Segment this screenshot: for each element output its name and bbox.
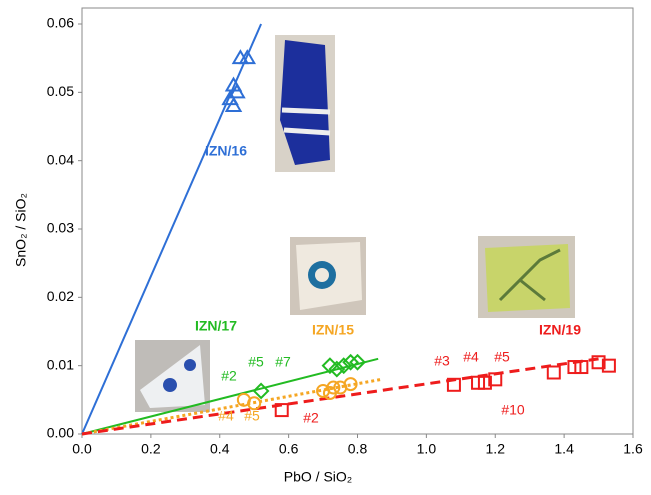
x-tick-label: 0.6 bbox=[279, 441, 299, 457]
x-tick-label: 1.2 bbox=[486, 441, 506, 457]
point bbox=[446, 377, 461, 392]
point bbox=[546, 365, 561, 380]
point bbox=[224, 97, 243, 112]
y-tick-label: 0.01 bbox=[47, 356, 74, 372]
x-tick-label: 0.4 bbox=[210, 441, 230, 457]
y-tick-label: 0.03 bbox=[47, 220, 74, 236]
x-tick-label: 1.4 bbox=[554, 441, 574, 457]
x-axis-title: PbO / SiO₂ bbox=[284, 469, 352, 485]
x-tick-label: 0.2 bbox=[141, 441, 161, 457]
point bbox=[247, 396, 262, 411]
point bbox=[343, 377, 358, 392]
annotation: #3 bbox=[434, 353, 450, 369]
annotation: #4 bbox=[218, 408, 234, 424]
x-tick-label: 0.0 bbox=[72, 441, 92, 457]
annotation: #10 bbox=[501, 402, 525, 418]
annotation: #5 bbox=[248, 354, 264, 370]
point bbox=[228, 83, 246, 99]
point bbox=[335, 357, 353, 375]
x-tick-label: 1.0 bbox=[417, 441, 437, 457]
x-tick-label: 0.8 bbox=[348, 441, 368, 457]
annotation: #5 bbox=[244, 408, 260, 424]
y-tick-label: 0.02 bbox=[47, 288, 74, 304]
photo-izn19 bbox=[478, 236, 575, 318]
annotation: #2 bbox=[221, 368, 237, 384]
annotation: #5 bbox=[494, 349, 510, 365]
point bbox=[601, 358, 616, 373]
series-label: IZN/15 bbox=[312, 322, 354, 338]
trend-line bbox=[81, 377, 382, 436]
point bbox=[328, 360, 346, 378]
series-label: IZN/17 bbox=[195, 318, 237, 334]
y-tick-label: 0.06 bbox=[47, 15, 74, 31]
point bbox=[238, 49, 257, 65]
photo-izn15 bbox=[290, 237, 366, 315]
y-tick-label: 0.05 bbox=[47, 83, 74, 99]
trend-line bbox=[81, 357, 599, 436]
annotation: #2 bbox=[303, 410, 319, 426]
point bbox=[574, 360, 589, 375]
point bbox=[252, 382, 270, 400]
series-label: IZN/16 bbox=[205, 143, 247, 159]
photo-izn16 bbox=[275, 35, 335, 172]
point bbox=[342, 353, 360, 371]
annotation: #7 bbox=[275, 354, 291, 370]
y-tick-label: 0.04 bbox=[47, 151, 74, 167]
photo-izn17 bbox=[135, 340, 210, 412]
point bbox=[349, 353, 366, 371]
point bbox=[274, 403, 289, 418]
annotation: #4 bbox=[463, 349, 479, 365]
point bbox=[591, 355, 606, 370]
point bbox=[477, 375, 492, 390]
point bbox=[326, 380, 341, 395]
series-label: IZN/19 bbox=[539, 322, 581, 338]
point bbox=[488, 372, 503, 387]
x-tick-label: 1.6 bbox=[623, 441, 643, 457]
y-tick-label: 0.00 bbox=[47, 425, 74, 441]
y-axis-title: SnO₂ / SiO₂ bbox=[13, 193, 29, 267]
